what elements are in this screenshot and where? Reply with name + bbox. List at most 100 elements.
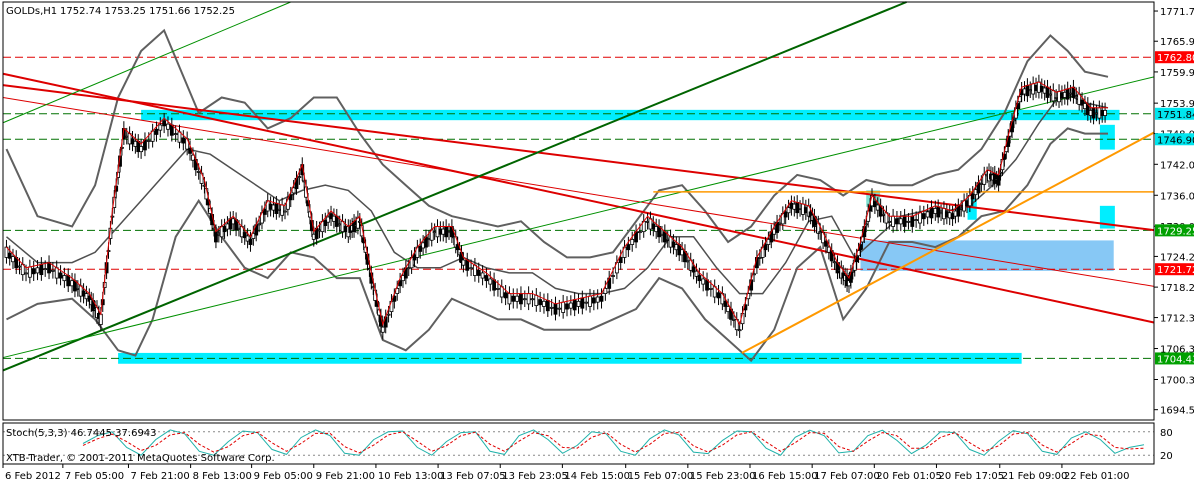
price-tag-0 — [1155, 51, 1194, 64]
candle-body — [697, 275, 702, 282]
bollinger-upper-band — [5, 28, 1109, 259]
candle-body — [737, 329, 742, 332]
candle-body — [918, 212, 922, 224]
main-window[interactable] — [2, 1, 1155, 372]
y-tick-label-9: 1718.25 — [1160, 283, 1194, 294]
candle-body — [146, 140, 151, 142]
x-tick-label-12: 16 Feb 15:00 — [752, 471, 818, 482]
candle-body — [110, 215, 115, 218]
candle-body — [1080, 99, 1084, 106]
stochastic-window-frame — [2, 422, 1155, 465]
candle-body — [503, 292, 508, 299]
candle-body — [62, 275, 67, 282]
candle-body — [280, 204, 285, 216]
candle-body — [576, 300, 581, 307]
candle-body — [120, 146, 124, 149]
candle-body — [17, 265, 22, 268]
candle-body — [58, 272, 63, 279]
trendline-1[interactable] — [2, 84, 1155, 232]
stochastic-window[interactable]: 80 20 — [3, 428, 1173, 462]
candle-body — [618, 257, 623, 264]
x-tick-label-2: 7 Feb 21:00 — [130, 471, 189, 482]
candle-body — [936, 206, 941, 218]
x-tick-label-9: 14 Feb 15:00 — [564, 471, 630, 482]
candle-body — [291, 187, 296, 194]
y-tick-label-6: 1736.05 — [1160, 191, 1194, 202]
candle-body — [251, 232, 256, 239]
candle-body — [992, 172, 997, 184]
candle-body — [850, 270, 855, 273]
trendline-6[interactable] — [741, 131, 1155, 354]
time-axis[interactable]: 6 Feb 2012 7 Feb 05:00 7 Feb 21:00 8 Feb 13… — [2, 464, 1130, 482]
zone-5 — [1099, 124, 1115, 150]
candle-body — [154, 128, 159, 135]
y-tick-label-13: 1694.50 — [1160, 406, 1194, 417]
candle-body — [530, 298, 535, 301]
candle-body — [214, 231, 218, 243]
candle-body — [181, 137, 186, 144]
candle-body — [691, 266, 696, 273]
y-tick-label-2: 1759.95 — [1160, 68, 1194, 79]
candle-body — [406, 267, 411, 270]
y-tick-label-10: 1712.35 — [1160, 314, 1194, 325]
candle-body — [188, 147, 192, 154]
candle-body — [898, 218, 903, 225]
candle-body — [515, 295, 520, 302]
stochastic-signal-line — [82, 431, 1145, 454]
x-tick-label-13: 17 Feb 07:00 — [814, 471, 880, 482]
x-tick-label-1: 7 Feb 05:00 — [65, 471, 124, 482]
main-window-frame — [2, 1, 1155, 421]
candle-body — [716, 292, 721, 299]
candle-body — [248, 238, 253, 245]
candle-body — [519, 293, 523, 305]
x-tick-label-0: 6 Feb 2012 — [5, 471, 61, 482]
candle-body — [891, 215, 896, 227]
symbol-title: GOLDs,H1 — [6, 6, 57, 17]
candle-body — [166, 123, 170, 130]
candle-body — [701, 278, 706, 285]
candle-body — [297, 176, 302, 178]
candle-body — [591, 297, 596, 304]
candle-body — [826, 246, 831, 253]
stoch-tick-label-0: 80 — [1160, 428, 1173, 439]
stoch-tick-label-1: 20 — [1160, 451, 1173, 462]
candle-body — [257, 223, 261, 226]
candle-body — [906, 220, 911, 223]
trendline-4[interactable] — [2, 76, 1155, 359]
candle-body — [7, 252, 12, 259]
candle-body — [39, 263, 44, 276]
candle-body — [584, 301, 589, 304]
price-tag-label-5: 1704.43 — [1157, 354, 1194, 365]
candle-body — [895, 218, 899, 225]
candle-body — [480, 272, 485, 279]
x-tick-label-14: 20 Feb 01:05 — [876, 471, 942, 482]
trendline-2[interactable] — [2, 96, 1155, 287]
candle-body — [511, 295, 516, 302]
price-axis[interactable]: 1771.751765.901759.951753.901748.001742.… — [1154, 7, 1194, 417]
candle-body — [173, 133, 178, 135]
candle-body — [473, 264, 477, 276]
stochastic-label: Stoch(5,3,3) 46.7445 37.6943 — [6, 428, 157, 439]
x-tick-label-8: 13 Feb 23:05 — [502, 471, 568, 482]
candle-body — [783, 211, 788, 218]
candle-body — [326, 216, 331, 223]
trendline-3[interactable] — [2, 1, 907, 372]
y-tick-label-11: 1706.35 — [1160, 345, 1194, 356]
trendline-5[interactable] — [2, 1, 291, 124]
candle-body — [469, 267, 473, 270]
candle-body — [902, 215, 907, 227]
x-tick-label-16: 21 Feb 09:00 — [1002, 471, 1068, 482]
price-tag-2 — [1155, 133, 1194, 146]
y-tick-label-12: 1700.35 — [1160, 375, 1194, 386]
candle-body — [1051, 90, 1056, 102]
price-tag-1 — [1155, 107, 1194, 120]
candle-body — [996, 174, 1001, 186]
x-tick-label-15: 20 Feb 17:05 — [938, 471, 1004, 482]
candle-body — [561, 301, 566, 313]
header-info: GOLDs,H1 1752.74 1753.25 1751.66 1752.25 — [6, 6, 235, 17]
price-tag-4 — [1155, 263, 1194, 276]
trendline-0[interactable] — [2, 72, 1155, 324]
candle-body — [929, 207, 934, 219]
candle-body — [11, 256, 15, 263]
